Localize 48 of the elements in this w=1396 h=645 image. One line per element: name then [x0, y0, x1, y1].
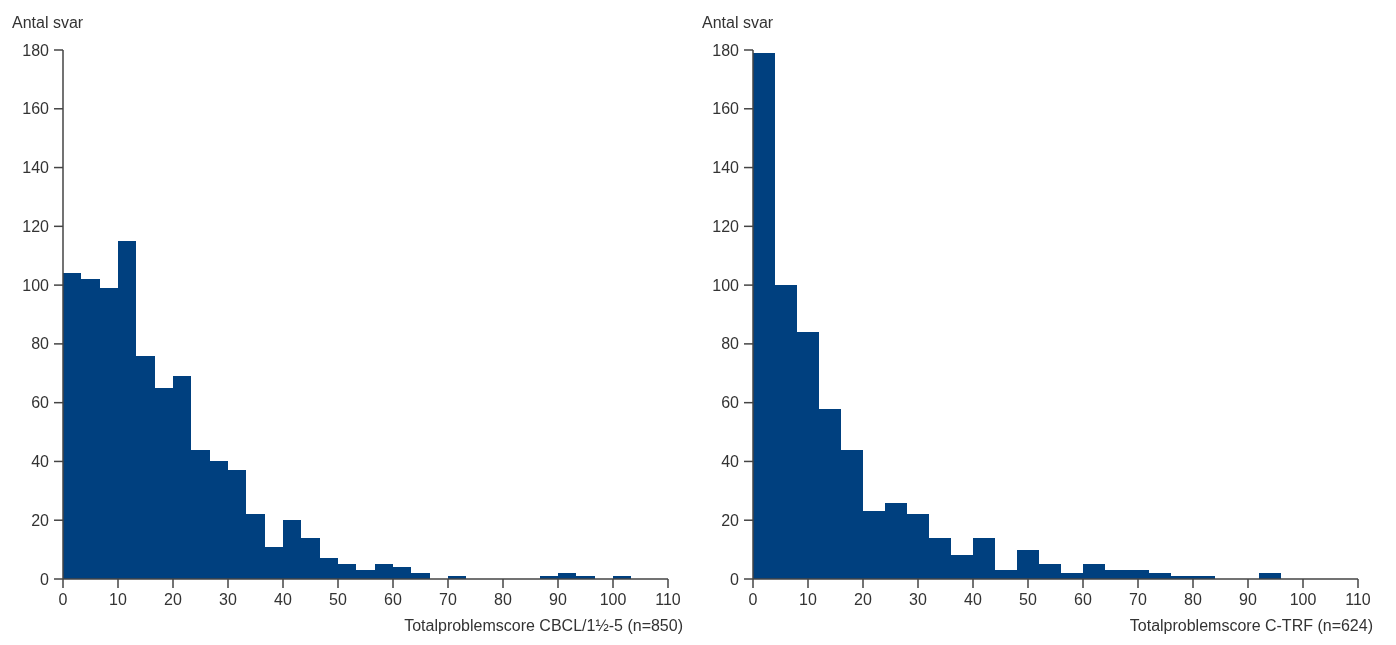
y-tick-label: 0	[40, 570, 50, 588]
x-tick-label: 20	[854, 591, 872, 608]
x-tick-label: 50	[329, 591, 347, 608]
x-tick-label: 80	[1184, 591, 1202, 608]
y-axis-title: Antal svar	[12, 14, 84, 31]
x-tick-label: 90	[549, 591, 567, 608]
x-tick-label: 50	[1019, 591, 1037, 608]
x-tick-label: 60	[384, 591, 402, 608]
x-axis-title: Totalproblemscore C-TRF (n=624)	[1129, 617, 1373, 634]
y-tick-label: 80	[31, 335, 50, 353]
x-tick-label: 40	[274, 591, 292, 608]
y-tick-label: 40	[721, 453, 740, 471]
y-axis-title: Antal svar	[702, 14, 774, 31]
x-axis-title: Totalproblemscore CBCL/1½-5 (n=850)	[404, 617, 683, 634]
y-tick-label: 180	[712, 41, 740, 59]
x-tick-label: 10	[109, 591, 127, 608]
y-tick-label: 140	[22, 159, 50, 177]
y-tick-label: 180	[22, 41, 50, 59]
y-tick-label: 100	[22, 276, 50, 294]
y-tick-label: 20	[31, 511, 50, 529]
x-tick-label: 30	[219, 591, 237, 608]
x-tick-label: 60	[1074, 591, 1092, 608]
x-tick-label: 110	[655, 591, 681, 608]
x-tick-label: 40	[964, 591, 982, 608]
y-tick-label: 140	[712, 159, 740, 177]
x-tick-label: 90	[1239, 591, 1257, 608]
x-tick-label: 100	[1289, 591, 1317, 608]
y-tick-label: 20	[721, 511, 740, 529]
y-tick-label: 120	[712, 217, 740, 235]
y-tick-label: 80	[721, 335, 740, 353]
x-tick-label: 0	[748, 591, 758, 608]
x-tick-label: 30	[909, 591, 927, 608]
x-tick-label: 100	[599, 591, 627, 608]
y-tick-label: 100	[712, 276, 740, 294]
x-tick-label: 80	[494, 591, 512, 608]
x-tick-label: 0	[58, 591, 68, 608]
y-tick-label: 160	[712, 100, 740, 118]
y-tick-label: 40	[31, 453, 50, 471]
y-tick-label: 0	[730, 570, 740, 588]
y-tick-label: 120	[22, 217, 50, 235]
y-tick-label: 60	[31, 394, 50, 412]
x-tick-label: 20	[164, 591, 182, 608]
x-tick-label: 10	[799, 591, 817, 608]
x-tick-label: 70	[439, 591, 457, 608]
y-tick-label: 160	[22, 100, 50, 118]
x-tick-label: 110	[1345, 591, 1371, 608]
y-tick-label: 60	[721, 394, 740, 412]
x-tick-label: 70	[1129, 591, 1147, 608]
